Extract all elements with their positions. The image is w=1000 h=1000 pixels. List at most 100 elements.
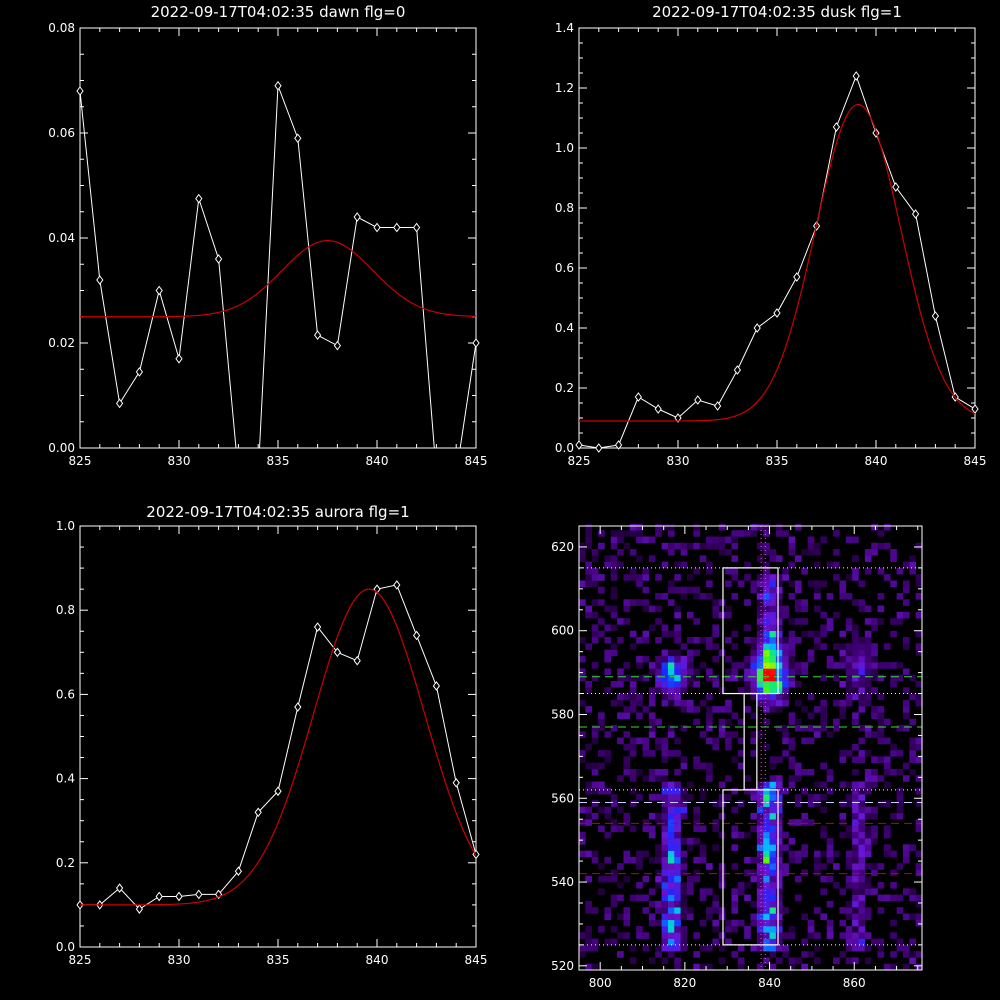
heatmap-cell xyxy=(667,699,675,707)
heatmap-cell xyxy=(839,593,847,600)
heatmap-cell xyxy=(579,750,586,757)
heatmap-cell xyxy=(909,567,916,575)
heatmap-cell xyxy=(598,762,605,770)
heatmap-cell xyxy=(769,637,777,644)
heatmap-cell xyxy=(686,649,694,657)
heatmap-cell xyxy=(712,599,720,606)
heatmap-cell xyxy=(661,687,669,694)
aurora-gaussian-fit-line xyxy=(80,588,476,906)
heatmap-cell xyxy=(636,637,643,644)
heatmap-cell xyxy=(769,605,777,613)
heatmap-cell xyxy=(826,624,834,632)
heatmap-cell xyxy=(852,831,859,839)
heatmap-cell xyxy=(845,831,853,839)
heatmap-cell xyxy=(845,913,853,921)
heatmap-cell xyxy=(763,825,770,833)
heatmap-cell xyxy=(769,882,777,889)
heatmap-cell xyxy=(769,580,777,588)
heatmap-cell xyxy=(674,794,681,801)
heatmap-cell xyxy=(858,907,866,914)
heatmap-cell xyxy=(794,699,802,707)
heatmap-cell xyxy=(801,662,808,669)
heatmap-cell xyxy=(902,586,910,594)
heatmap-cell xyxy=(852,806,859,814)
heatmap-cell xyxy=(769,574,777,581)
heatmap-cell xyxy=(661,674,669,682)
heatmap-cell xyxy=(629,957,637,965)
heatmap-cell xyxy=(667,806,675,814)
heatmap-cell xyxy=(775,605,783,613)
heatmap-cell xyxy=(763,699,770,707)
heatmap-cell xyxy=(826,662,834,669)
dawn-data-point xyxy=(472,338,480,348)
heatmap-cell xyxy=(902,944,910,952)
heatmap-cell xyxy=(845,856,853,864)
heatmap-cell xyxy=(852,693,859,701)
heatmap-cell xyxy=(706,693,713,701)
heatmap-cell xyxy=(585,530,592,537)
heatmap-cell xyxy=(756,787,764,795)
heatmap-cell xyxy=(661,655,669,663)
heatmap-cell xyxy=(788,593,796,600)
heatmap-cell xyxy=(782,687,789,694)
heatmap-cell xyxy=(775,850,783,858)
heatmap-cell xyxy=(871,712,878,719)
heatmap-cell xyxy=(807,919,815,927)
heatmap-cell xyxy=(915,611,923,619)
heatmap-cell xyxy=(902,611,910,619)
heatmap-cell xyxy=(756,819,764,826)
heatmap-cell xyxy=(629,743,637,751)
heatmap-cell xyxy=(890,869,897,877)
heatmap-cell xyxy=(712,737,720,745)
heatmap-cell xyxy=(890,932,897,939)
heatmap-cell xyxy=(871,812,878,820)
heatmap-cell xyxy=(756,831,764,839)
heatmap-cell xyxy=(617,699,624,707)
heatmap-cell xyxy=(833,674,840,682)
heatmap-cell xyxy=(667,812,675,820)
heatmap-cell xyxy=(775,863,783,870)
heatmap-cell xyxy=(814,856,821,864)
heatmap-cell xyxy=(661,693,669,701)
heatmap-cell xyxy=(801,951,808,958)
heatmap-cell xyxy=(763,819,770,826)
heatmap-cell xyxy=(655,737,662,745)
heatmap-cell xyxy=(814,542,821,550)
heatmap-cell xyxy=(820,536,828,544)
heatmap-cell xyxy=(788,775,796,782)
heatmap-cell xyxy=(820,699,828,707)
heatmap-cell xyxy=(598,888,605,895)
heatmap-cell xyxy=(852,957,859,965)
heatmap-cell xyxy=(871,806,878,814)
heatmap-cell xyxy=(667,850,675,858)
heatmap-cell xyxy=(915,737,923,745)
heatmap-cell xyxy=(585,643,592,650)
heatmap-cell xyxy=(718,907,726,914)
heatmap-cell xyxy=(661,888,669,895)
heatmap-cell xyxy=(839,951,847,958)
heatmap-cell xyxy=(871,618,878,625)
dawn-gaussian-fit-line xyxy=(80,240,476,318)
heatmap-cell xyxy=(680,938,688,946)
heatmap-cell xyxy=(648,718,656,726)
heatmap-cell xyxy=(667,944,675,952)
heatmap-cell xyxy=(604,750,612,757)
heatmap-cell xyxy=(877,724,885,732)
heatmap-cell xyxy=(661,781,669,789)
heatmap-cell xyxy=(820,624,828,632)
heatmap-cell xyxy=(604,756,612,763)
heatmap-cell xyxy=(750,687,758,694)
heatmap-cell xyxy=(744,574,751,581)
aurora-data-point xyxy=(412,630,421,641)
heatmap-cell xyxy=(737,687,745,694)
heatmap-cell xyxy=(814,706,821,713)
heatmap-cell xyxy=(725,731,732,738)
heatmap-cell xyxy=(591,787,599,795)
heatmap-cell xyxy=(763,882,770,889)
heatmap-cell xyxy=(775,530,783,537)
heatmap-cell xyxy=(756,637,764,644)
heatmap-cell xyxy=(775,882,783,889)
heatmap-cell xyxy=(782,674,789,682)
aurora-x-tick-label: 835 xyxy=(267,953,290,967)
heatmap-cell xyxy=(858,655,866,663)
